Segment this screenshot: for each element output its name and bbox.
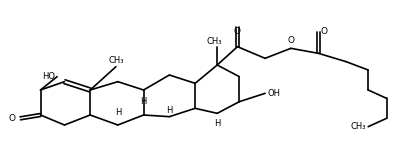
Text: CH₃: CH₃ xyxy=(108,56,124,65)
Text: O: O xyxy=(288,36,294,45)
Text: CH₃: CH₃ xyxy=(207,37,222,46)
Text: O: O xyxy=(8,114,15,123)
Text: H: H xyxy=(214,119,220,128)
Text: H: H xyxy=(141,97,147,106)
Text: H: H xyxy=(115,108,121,117)
Text: O: O xyxy=(234,27,241,36)
Text: CH₃: CH₃ xyxy=(351,122,366,131)
Text: O: O xyxy=(320,27,328,36)
Text: OH: OH xyxy=(267,89,280,98)
Text: H: H xyxy=(166,106,173,115)
Text: HO: HO xyxy=(42,72,55,81)
